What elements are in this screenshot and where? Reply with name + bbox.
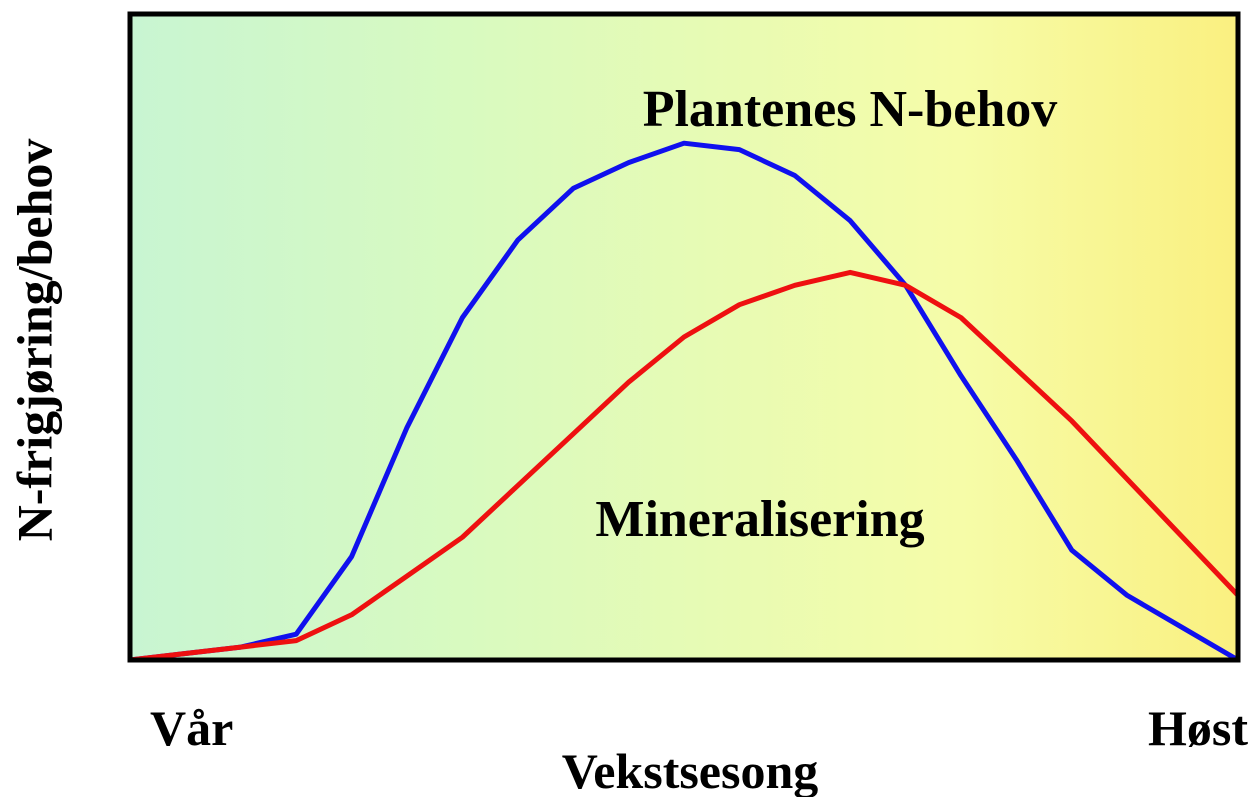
series-label: Plantenes N-behov — [643, 81, 1058, 138]
y-axis-label: N-frigjøring/behov — [6, 139, 62, 542]
x-axis-label: Vekstsesong — [562, 743, 819, 797]
series-line — [127, 269, 1241, 663]
x-tick-label: Høst — [1148, 700, 1248, 756]
series-line — [127, 140, 1241, 663]
plot-frame — [127, 11, 1241, 663]
series-label: Mineralisering — [595, 491, 924, 548]
x-tick-label: Vår — [150, 700, 233, 756]
